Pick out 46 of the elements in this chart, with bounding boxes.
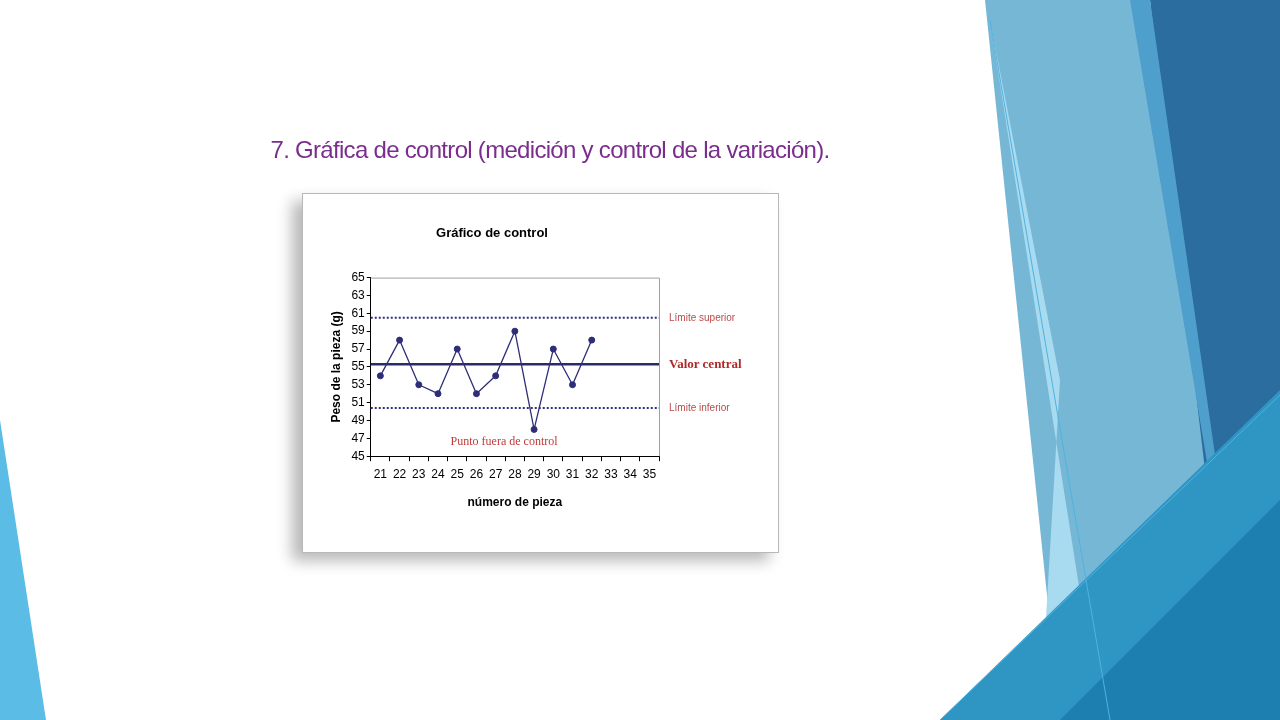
x-tick-label: 26 <box>469 466 484 481</box>
point <box>434 390 442 398</box>
x-tick-label: 31 <box>565 466 580 481</box>
y-tick-label: 61 <box>351 305 366 320</box>
y-tick-label: 49 <box>351 412 366 427</box>
x-tick-label: 30 <box>546 466 561 481</box>
point <box>492 372 500 380</box>
point <box>453 345 461 353</box>
x-tick-label: 29 <box>527 466 542 481</box>
y-tick-label: 47 <box>351 430 366 445</box>
chart-title: 7. Gráfica de control (medición y control de la variación). <box>269 136 831 164</box>
point <box>396 336 404 344</box>
y-tick-label: 45 <box>351 448 366 463</box>
x-tick-label: 21 <box>373 466 388 481</box>
x-tick-label: 23 <box>412 466 426 481</box>
y-tick-label: 57 <box>351 341 366 356</box>
x-tick-label: 33 <box>604 466 618 481</box>
y-tick-label: 63 <box>351 287 366 302</box>
point <box>511 327 519 335</box>
ref-line-label: Límite superior <box>669 311 736 323</box>
y-tick-label: 65 <box>351 269 366 284</box>
ref-line-label: Límite inferior <box>669 401 731 413</box>
point <box>569 381 577 389</box>
ref-line-label: Valor central <box>669 355 742 371</box>
x-tick-label: 22 <box>392 466 407 481</box>
x-tick-label: 34 <box>623 466 638 481</box>
point <box>549 345 557 353</box>
x-tick-label: 35 <box>642 466 657 481</box>
point <box>588 336 596 344</box>
x-tick-label: 25 <box>450 466 465 481</box>
point <box>472 390 480 398</box>
chart-subtitle: Gráfico de control <box>436 225 548 241</box>
x-tick-label: 32 <box>585 466 599 481</box>
y-tick-label: 59 <box>351 323 366 338</box>
point <box>530 425 538 433</box>
annotation: Punto fuera de control <box>450 433 559 448</box>
x-tick-label: 27 <box>488 466 503 481</box>
point <box>415 381 423 389</box>
point <box>376 372 384 380</box>
y-tick-label: 55 <box>351 359 366 374</box>
x-tick-label: 28 <box>508 466 522 481</box>
y-tick-label: 53 <box>351 377 366 392</box>
y-tick-label: 51 <box>351 394 366 409</box>
x-axis-title: número de pieza <box>467 495 563 510</box>
y-axis-title: Peso de la pieza (g) <box>328 311 343 423</box>
x-tick-label: 24 <box>431 466 445 481</box>
